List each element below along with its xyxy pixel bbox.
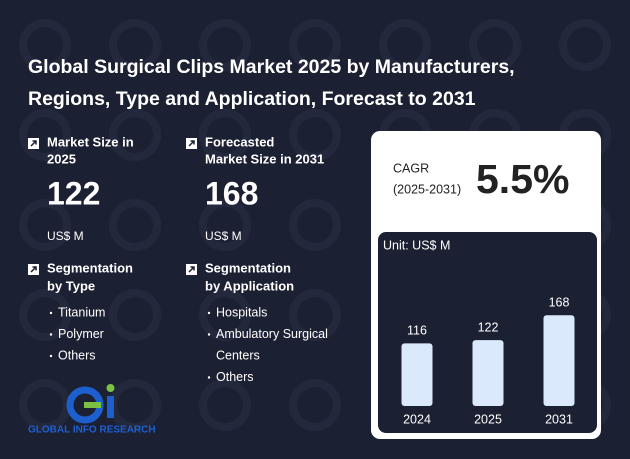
bar <box>543 315 575 406</box>
bar <box>472 340 504 406</box>
bullet <box>49 311 53 315</box>
title-line: Global Surgical Clips Market 2025 by Man… <box>28 56 515 78</box>
cagr-value: 5.5% <box>476 156 569 202</box>
x-tick-label: 2024 <box>403 412 431 426</box>
kpi-label: Forecasted <box>205 134 274 149</box>
bullet <box>207 311 211 315</box>
logo-mark <box>84 402 101 408</box>
kpi-label: Market Size in 2031 <box>205 151 324 166</box>
kpi-label: 2025 <box>47 151 76 166</box>
segment-title: Segmentation <box>205 260 291 275</box>
kpi-value: 122 <box>47 175 100 211</box>
icon <box>30 266 37 273</box>
kpi-unit: US$ M <box>47 229 84 243</box>
segment-item: Centers <box>216 348 260 362</box>
chart-subtitle: Unit: US$ M <box>383 238 450 252</box>
value-label: 168 <box>549 296 570 310</box>
logo-text: GLOBAL INFO RESEARCH <box>28 425 156 436</box>
value-label: 122 <box>478 320 499 334</box>
kpi-label: Market Size in <box>47 134 134 149</box>
segment-item: Others <box>216 370 254 384</box>
logo <box>66 384 115 424</box>
x-tick-label: 2031 <box>545 412 573 426</box>
icon <box>188 140 195 147</box>
kpi-value: 168 <box>205 175 258 211</box>
segment-item: Others <box>58 348 96 362</box>
bullet <box>49 354 53 358</box>
logo-mark <box>106 384 115 392</box>
cagr-period: (2025-2031) <box>393 182 461 196</box>
chart-panel <box>378 232 597 433</box>
icon <box>30 140 37 147</box>
segment-title: Segmentation <box>47 260 133 275</box>
segment-title: by Type <box>47 278 95 293</box>
x-tick-label: 2025 <box>474 412 502 426</box>
title-line: Regions, Type and Application, Forecast … <box>28 88 476 110</box>
kpi-unit: US$ M <box>205 229 242 243</box>
segment-title: by Application <box>205 278 294 293</box>
segment-item: Polymer <box>58 327 104 341</box>
segment-item: Ambulatory Surgical <box>216 327 328 341</box>
logo-mark <box>107 396 114 418</box>
cagr-label: CAGR <box>393 161 429 175</box>
segment-item: Titanium <box>58 305 105 319</box>
bullet <box>49 333 53 336</box>
value-label: 116 <box>407 324 427 338</box>
segment-item: Hospitals <box>216 305 267 319</box>
bullet <box>207 376 211 379</box>
icon <box>188 266 195 273</box>
bullet <box>207 333 211 336</box>
bar <box>401 343 433 406</box>
